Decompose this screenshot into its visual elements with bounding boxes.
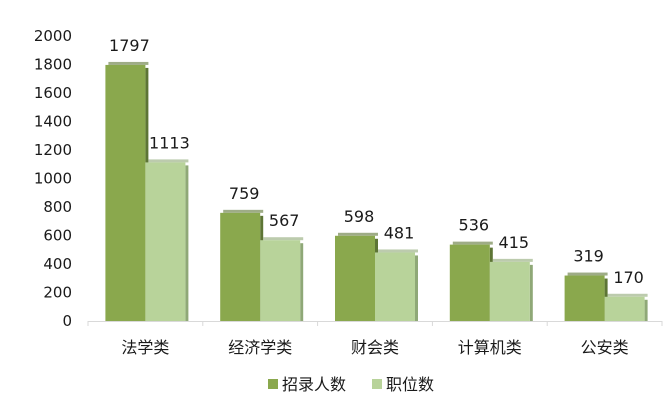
category-label: 法学类	[121, 338, 169, 357]
y-tick-label: 1600	[34, 84, 72, 102]
bar-top-shade	[148, 159, 189, 163]
x-axis: 法学类 经济学类 财会类 计算机类 公安类	[87, 321, 663, 357]
bar-side-shade	[644, 299, 648, 321]
bar-side-shade	[300, 243, 304, 321]
bar	[564, 275, 605, 321]
legend-swatch	[372, 379, 382, 389]
y-tick-label: 1800	[34, 56, 72, 74]
data-label: 536	[459, 216, 490, 235]
bars: 1797 1113 759 567 598 481 536 415 319 170	[105, 36, 648, 322]
bar-top-shade	[607, 293, 648, 297]
category-label: 公安类	[581, 338, 629, 357]
y-tick-label: 1200	[34, 141, 72, 159]
bar	[220, 212, 261, 321]
bar	[375, 252, 415, 321]
bar-top-shade	[567, 272, 608, 276]
bar	[489, 261, 530, 321]
data-label: 1113	[149, 133, 190, 152]
legend-label: 职位数	[386, 375, 434, 394]
bar	[449, 244, 490, 321]
legend: 招录人数 职位数	[268, 375, 434, 394]
bar-top-shade	[452, 241, 493, 245]
y-tick-label: 1400	[34, 113, 72, 131]
bar	[260, 240, 301, 321]
bar-side-shade	[415, 255, 418, 321]
data-label: 1797	[109, 36, 150, 55]
data-label: 170	[613, 268, 644, 287]
y-tick-label: 800	[43, 198, 72, 216]
data-label: 319	[573, 247, 604, 266]
bar-top-shade	[492, 258, 533, 262]
legend-label: 招录人数	[282, 375, 346, 394]
bar-top-shade	[223, 209, 264, 213]
data-label: 759	[229, 184, 260, 203]
bar	[604, 296, 645, 321]
data-label: 598	[344, 207, 375, 226]
bar-side-shade	[185, 165, 189, 321]
bar	[145, 162, 186, 321]
y-axis: 0 200 400 600 800 1000 1200 1400 1600 1800 2000	[34, 27, 72, 330]
bar-side-shade	[529, 264, 533, 321]
bar-top-shade	[263, 237, 304, 241]
bar-top-shade	[378, 249, 418, 253]
category-label: 经济学类	[228, 338, 292, 357]
bar-top-shade	[108, 61, 149, 65]
bar-top-shade	[338, 232, 378, 236]
y-tick-label: 600	[43, 227, 72, 245]
y-tick-label: 2000	[34, 27, 72, 45]
category-label: 财会类	[351, 338, 399, 357]
category-label: 计算机类	[458, 338, 522, 357]
y-tick-label: 0	[62, 312, 72, 330]
y-tick-label: 200	[43, 284, 72, 302]
y-tick-label: 400	[43, 255, 72, 273]
data-label: 415	[499, 233, 530, 252]
y-tick-label: 1000	[34, 170, 72, 188]
bar	[105, 64, 146, 322]
bar	[335, 235, 375, 321]
data-label: 481	[384, 223, 415, 242]
legend-swatch	[268, 379, 278, 389]
data-label: 567	[269, 211, 300, 230]
